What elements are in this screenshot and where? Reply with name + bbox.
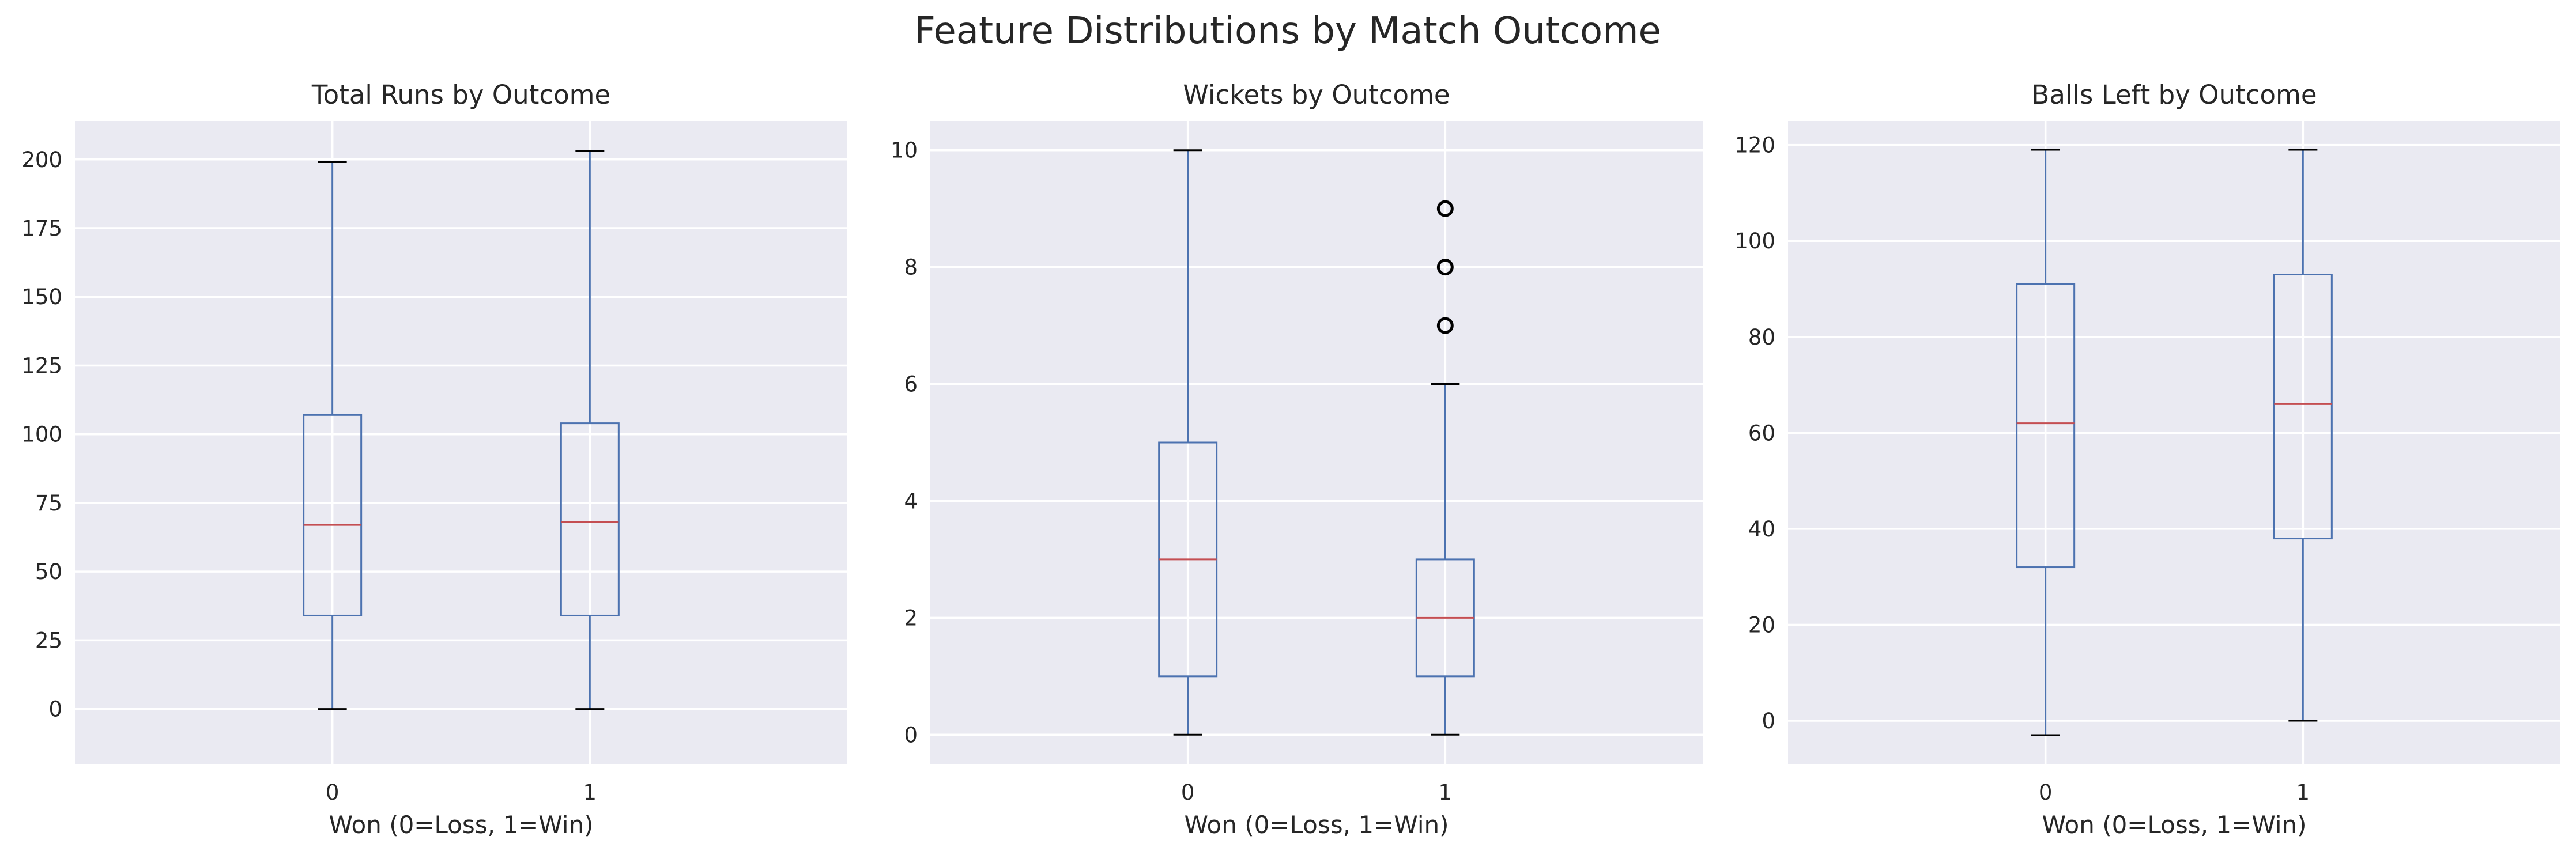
x-tick-label: 1	[1439, 780, 1453, 805]
y-tick-label: 0	[48, 697, 62, 722]
iqr-box	[2016, 283, 2076, 569]
x-tick-label: 1	[2296, 780, 2310, 805]
y-tick-label: 0	[904, 722, 918, 747]
subplot-title: Wickets by Outcome	[1183, 80, 1450, 110]
y-tick-label: 100	[21, 422, 62, 447]
subplot-3: 0 20 40 60 80 100 120 0 1 Balls Left by Outcome Wo…	[1734, 80, 2560, 839]
box-0	[1158, 149, 1218, 736]
y-tick-label: 100	[1734, 229, 1775, 254]
plot-area-background	[75, 121, 847, 764]
outlier-point	[1436, 200, 1454, 217]
subplot-1: 0 25 50 75 100 125 150 175 200 0 1 Total Runs by Ou…	[21, 80, 847, 839]
subplot-title: Balls Left by Outcome	[2031, 80, 2317, 110]
x-axis-label: Won (0=Loss, 1=Win)	[2042, 811, 2306, 839]
subplot-title: Total Runs by Outcome	[311, 80, 610, 110]
y-tick-label: 175	[21, 216, 62, 241]
outlier-point	[1436, 259, 1454, 276]
y-tick-label: 50	[35, 559, 62, 584]
y-tick-label: 25	[35, 628, 62, 653]
box-0	[303, 161, 363, 710]
x-axis-label: Won (0=Loss, 1=Win)	[329, 811, 593, 839]
figure-suptitle: Feature Distributions by Match Outcome	[914, 10, 1661, 52]
x-axis-label: Won (0=Loss, 1=Win)	[1184, 811, 1449, 839]
y-tick-label: 120	[1734, 133, 1775, 158]
plot-area-background	[930, 121, 1703, 764]
y-tick-label: 125	[21, 353, 62, 378]
y-tick-label: 200	[21, 147, 62, 172]
y-tick-label: 6	[904, 372, 918, 397]
box-1	[1415, 200, 1475, 736]
x-tick-label: 1	[583, 780, 597, 805]
y-tick-label: 80	[1748, 325, 1775, 350]
y-tick-label: 4	[904, 489, 918, 513]
box-1	[560, 150, 620, 710]
plot-area-background	[1788, 121, 2560, 764]
y-tick-label: 150	[21, 285, 62, 309]
iqr-box	[303, 414, 363, 616]
x-tick-label: 0	[326, 780, 340, 805]
y-tick-label: 10	[891, 138, 918, 163]
box-1	[2273, 149, 2333, 722]
y-tick-label: 0	[1762, 709, 1775, 733]
y-tick-label: 75	[35, 491, 62, 516]
subplot-2: 0 2 4 6 8 10 0 1 Wickets by Outcome Won (0=Loss, …	[891, 80, 1703, 839]
x-tick-label: 0	[2039, 780, 2053, 805]
y-tick-label: 20	[1748, 612, 1775, 637]
y-tick-label: 2	[904, 606, 918, 630]
iqr-box	[560, 422, 620, 616]
y-tick-label: 40	[1748, 517, 1775, 542]
iqr-box	[2273, 274, 2333, 540]
x-tick-label: 0	[1181, 780, 1195, 805]
outlier-point	[1436, 317, 1454, 334]
y-tick-label: 8	[904, 255, 918, 280]
y-tick-label: 60	[1748, 421, 1775, 445]
box-0	[2016, 149, 2076, 736]
